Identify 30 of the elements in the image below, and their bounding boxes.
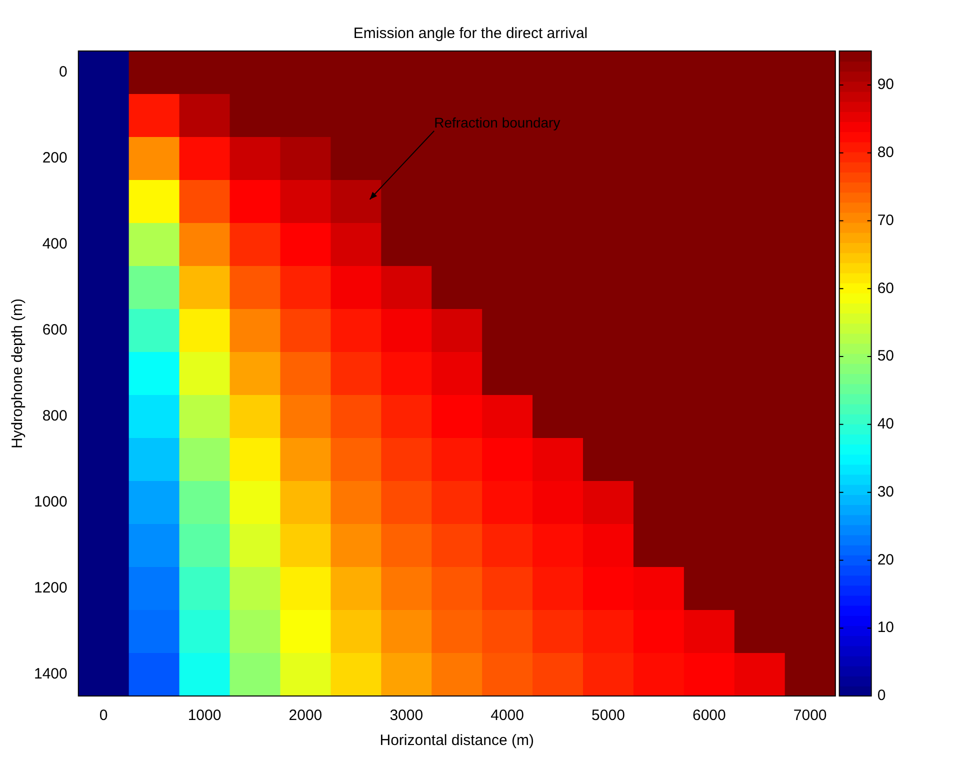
x-tick-label: 0 xyxy=(99,707,108,724)
x-tick-label: 2000 xyxy=(288,707,322,724)
x-tick-label: 7000 xyxy=(793,707,827,724)
color-bar-label: 70 xyxy=(877,212,894,229)
color-bar-label: 80 xyxy=(877,144,894,161)
color-bar-label: 10 xyxy=(877,619,894,636)
y-tick-label: 800 xyxy=(42,408,68,425)
x-tick-label: 1000 xyxy=(188,707,222,724)
x-tick-label: 6000 xyxy=(692,707,726,724)
chart-title: Emission angle for the direct arrival xyxy=(353,25,588,42)
x-tick-label: 4000 xyxy=(490,707,524,724)
x-tick-label: 3000 xyxy=(390,707,424,724)
x-axis-title: Horizontal distance (m) xyxy=(380,732,534,750)
color-bar-label: 0 xyxy=(877,687,886,704)
y-tick-label: 0 xyxy=(59,64,68,81)
x-tick-label: 5000 xyxy=(592,707,625,724)
y-tick-label: 1400 xyxy=(34,666,68,683)
color-bar-label: 50 xyxy=(877,348,894,365)
color-bar-label: 30 xyxy=(877,483,894,500)
y-tick-label: 600 xyxy=(42,322,68,339)
color-bar-label: 60 xyxy=(877,280,894,297)
color-bar-label: 40 xyxy=(877,416,894,433)
y-tick-label: 1200 xyxy=(34,580,68,597)
y-tick-label: 1000 xyxy=(34,494,68,511)
y-tick-label: 400 xyxy=(42,236,68,253)
color-bar-label: 90 xyxy=(877,76,894,94)
annotation: Refraction boundary xyxy=(434,114,560,131)
color-bar-label: 20 xyxy=(877,551,894,568)
y-axis-title: Hydrophone depth (m) xyxy=(9,298,26,449)
y-tick-label: 200 xyxy=(42,150,68,167)
